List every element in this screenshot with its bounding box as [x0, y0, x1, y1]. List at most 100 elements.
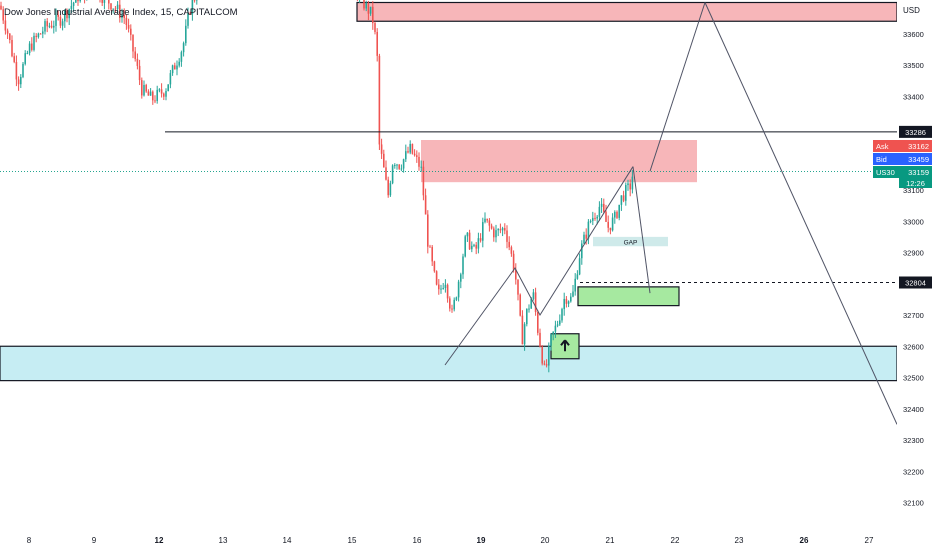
- candle-body: [486, 219, 488, 221]
- candle-body: [629, 183, 631, 189]
- candle-body: [625, 185, 627, 201]
- candle-body: [418, 157, 420, 167]
- candle-body: [460, 274, 462, 281]
- candle-body: [475, 245, 477, 249]
- candle-body: [423, 167, 425, 196]
- candle-body: [502, 228, 504, 230]
- candle-body: [568, 301, 570, 303]
- candle-body: [484, 219, 486, 222]
- candle-body: [62, 21, 64, 25]
- x-tick-label: 15: [348, 536, 357, 545]
- candle-body: [159, 89, 161, 90]
- candle-body: [381, 144, 383, 153]
- candle-body: [398, 165, 400, 169]
- candle-body: [632, 177, 634, 190]
- candle-body: [451, 309, 453, 310]
- candle-body: [445, 285, 447, 288]
- candle-body: [508, 242, 510, 247]
- candle-body: [623, 195, 625, 200]
- candle-body: [555, 326, 557, 332]
- candle-body: [464, 236, 466, 256]
- y-tick-label: 32900: [903, 249, 924, 258]
- candle-body: [462, 256, 464, 274]
- candle-body: [427, 215, 429, 247]
- price-axis[interactable]: [897, 0, 932, 528]
- candle-body: [101, 0, 103, 3]
- y-tick-label: 32500: [903, 374, 924, 383]
- candle-body: [438, 285, 440, 290]
- candle-body: [128, 25, 130, 29]
- candle-body: [185, 26, 187, 43]
- candle-body: [592, 218, 594, 221]
- gap-label: GAP: [624, 240, 638, 247]
- candle-body: [627, 183, 629, 185]
- y-tick-label: 32200: [903, 467, 924, 476]
- candle-body: [583, 235, 585, 244]
- candle-body: [614, 212, 616, 218]
- candle-body: [42, 31, 44, 33]
- candle-body: [420, 167, 422, 168]
- candle-body: [572, 291, 574, 296]
- candle-body: [579, 258, 581, 274]
- candle-body: [383, 154, 385, 168]
- zone-supply-top: [357, 3, 897, 22]
- candle-body: [544, 364, 546, 365]
- candle-body: [126, 18, 128, 25]
- candle-body: [561, 309, 563, 320]
- candle-body: [35, 36, 37, 37]
- y-tick-label: 32400: [903, 405, 924, 414]
- candle-body: [385, 167, 387, 179]
- candle-body: [170, 73, 172, 84]
- candle-body: [621, 195, 623, 204]
- x-tick-label: 21: [606, 536, 615, 545]
- candle-body: [7, 31, 9, 34]
- candle-body: [552, 332, 554, 334]
- ask-badge-value: 33162: [908, 142, 929, 151]
- y-tick-label: 33500: [903, 61, 924, 70]
- y-tick-label: 32300: [903, 436, 924, 445]
- candle-body: [566, 299, 568, 304]
- candle-body: [548, 346, 550, 366]
- candle-body: [368, 3, 370, 14]
- candle-body: [79, 0, 81, 1]
- x-tick-label: 14: [283, 536, 292, 545]
- candle-body: [480, 238, 482, 240]
- candle-body: [596, 217, 598, 219]
- bid-badge-label: Bid: [876, 155, 887, 164]
- x-tick-label: 22: [671, 536, 680, 545]
- x-tick-label: 9: [92, 536, 97, 545]
- x-tick-label: 19: [477, 536, 486, 545]
- candle-body: [141, 80, 143, 95]
- chart-title: Dow Jones Industrial Average Index, 15, …: [4, 7, 238, 18]
- candle-body: [392, 165, 394, 183]
- candle-body: [401, 169, 403, 170]
- x-tick-label: 16: [413, 536, 422, 545]
- candle-body: [396, 165, 398, 166]
- candle-body: [442, 288, 444, 289]
- zone-green-target: [578, 287, 679, 306]
- candle-body: [172, 65, 174, 73]
- bid-badge-value: 33459: [908, 155, 929, 164]
- candle-body: [27, 53, 29, 54]
- candle-body: [40, 34, 42, 35]
- time-axis[interactable]: [0, 528, 932, 550]
- candle-body: [511, 247, 513, 254]
- candle-body: [506, 231, 508, 242]
- x-tick-label: 23: [735, 536, 744, 545]
- candle-body: [53, 26, 55, 28]
- candle-body: [9, 34, 11, 40]
- candle-body: [390, 183, 392, 195]
- candle-body: [537, 312, 539, 333]
- y-tick-label: 33000: [903, 217, 924, 226]
- candle-body: [44, 21, 46, 31]
- x-tick-label: 26: [800, 536, 809, 545]
- currency-label: USD: [903, 6, 920, 15]
- candle-body: [489, 220, 491, 225]
- candle-body: [495, 230, 497, 237]
- candle-body: [24, 53, 26, 64]
- candle-body: [607, 222, 609, 228]
- candle-body: [108, 0, 110, 3]
- candle-body: [11, 40, 13, 56]
